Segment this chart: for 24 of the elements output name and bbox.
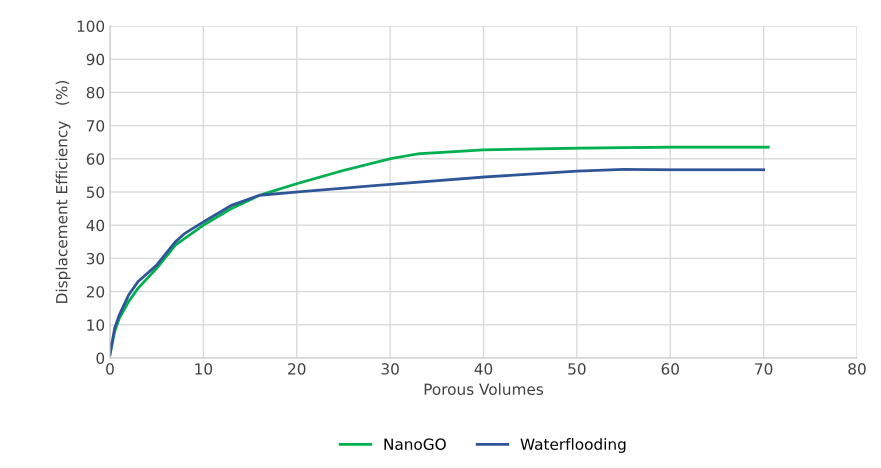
legend-label: NanoGO: [384, 438, 446, 450]
y-tick-label: 80: [86, 86, 104, 98]
y-tick-label: 0: [96, 352, 104, 364]
x-tick-label: 40: [474, 363, 492, 375]
x-axis-title: Porous Volumes: [424, 383, 544, 396]
y-tick-label: 60: [86, 153, 104, 165]
x-tick-label: 50: [568, 363, 586, 375]
y-tick-label: 50: [86, 186, 104, 198]
y-tick-label: 30: [86, 252, 104, 264]
legend-label: Waterflooding: [520, 438, 626, 453]
y-tick-label: 10: [87, 319, 104, 331]
x-tick-label: 80: [848, 363, 866, 375]
x-tick-label: 30: [382, 363, 399, 375]
x-tick-label: 60: [662, 363, 679, 375]
x-tick-label: 10: [195, 363, 212, 375]
y-tick-label: 20: [86, 286, 104, 298]
x-tick-label: 70: [755, 363, 772, 375]
y-tick-label: 90: [86, 54, 104, 66]
y-tick-label: 70: [86, 120, 104, 132]
x-tick-label: 0: [106, 363, 114, 375]
y-tick-label: 100: [78, 20, 104, 32]
y-axis-title: Displacement Efficiency (%): [56, 80, 70, 303]
x-tick-label: 20: [288, 363, 306, 375]
y-tick-label: 40: [86, 220, 104, 232]
